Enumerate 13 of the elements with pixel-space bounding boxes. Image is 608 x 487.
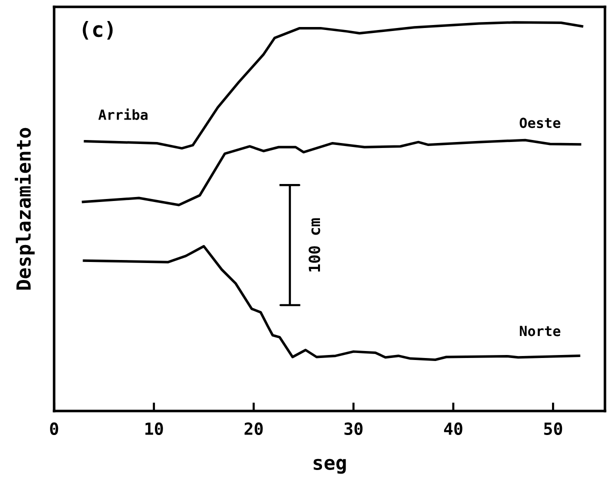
x-tick-label: 40	[444, 422, 462, 436]
x-tick-label: 50	[544, 422, 562, 436]
annotation: (c)	[82, 21, 113, 40]
series-label: Arriba	[98, 108, 148, 120]
x-tick-label: 10	[145, 422, 163, 436]
series-label: Norte	[520, 326, 560, 336]
series-label: Oeste	[520, 118, 560, 128]
x-tick-label: 0	[50, 422, 58, 436]
y-axis-title: Desplazamiento	[14, 128, 35, 290]
x-axis-title: seg	[314, 458, 346, 474]
x-tick-label: 30	[344, 422, 363, 436]
annotation: 100 cm	[308, 218, 320, 272]
x-tick-label: 20	[244, 422, 263, 436]
